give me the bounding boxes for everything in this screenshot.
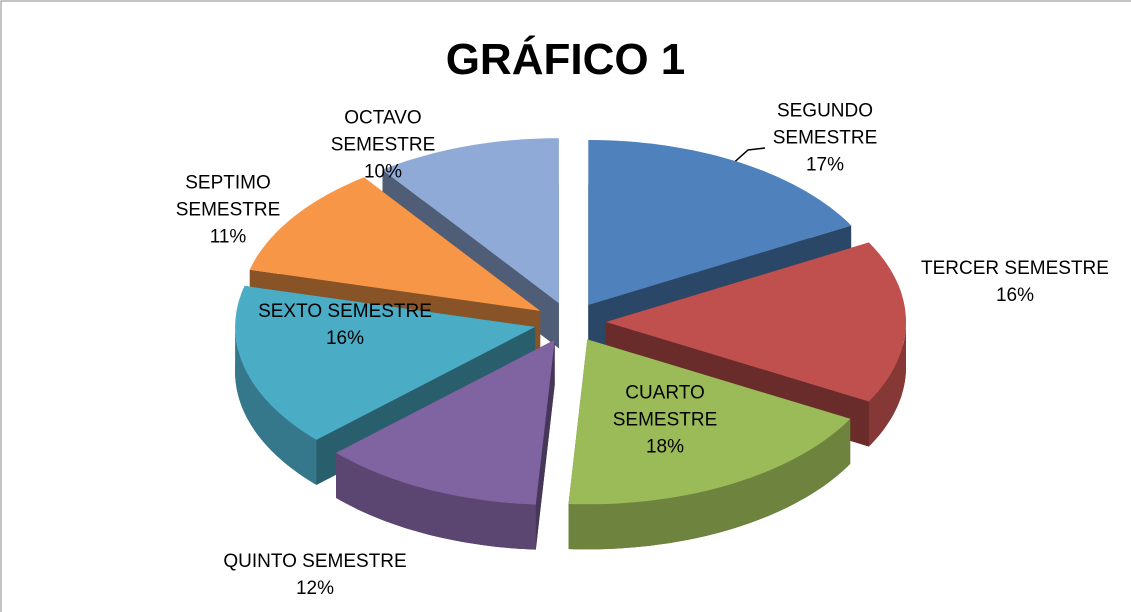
slice-side [235,326,317,485]
data-label: SEPTIMO SEMESTRE 11% [168,170,288,251]
value-label: 17% [805,154,845,176]
slice [568,339,851,505]
value-label: 18% [645,436,685,458]
category-label: OCTAVO SEMESTRE [330,107,436,156]
slice [606,242,906,402]
data-label: TERCER SEMESTRE 16% [895,255,1131,309]
slice-side [336,452,536,550]
category-label: SEXTO SEMESTRE [258,301,432,322]
data-label: QUINTO SEMESTRE 12% [195,548,435,602]
value-label: 12% [295,578,335,599]
chart-title: GRÁFICO 1 [445,35,686,84]
data-label: OCTAVO SEMESTRE 10% [323,105,443,186]
slice-side [568,418,851,550]
data-label: SEXTO SEMESTRE 16% [225,298,465,352]
slice [588,140,852,305]
category-label: TERCER SEMESTRE [921,258,1109,279]
category-label: SEGUNDO SEMESTRE [772,100,878,149]
value-label: 10% [363,161,403,183]
slice [382,138,559,304]
value-label: 16% [325,328,365,349]
slice-side [868,322,906,447]
value-label: 16% [995,285,1035,306]
value-label: 11% [209,226,247,248]
category-label: QUINTO SEMESTRE [223,551,407,572]
category-label: SEPTIMO SEMESTRE [175,172,281,221]
category-label: CUARTO SEMESTRE [612,382,718,431]
slice-wall [535,339,555,550]
slice [336,339,555,505]
data-label: CUARTO SEMESTRE 18% [610,380,720,461]
data-label: SEGUNDO SEMESTRE 17% [760,98,890,179]
slice [249,177,541,311]
pie [235,138,906,550]
slice [235,285,536,440]
